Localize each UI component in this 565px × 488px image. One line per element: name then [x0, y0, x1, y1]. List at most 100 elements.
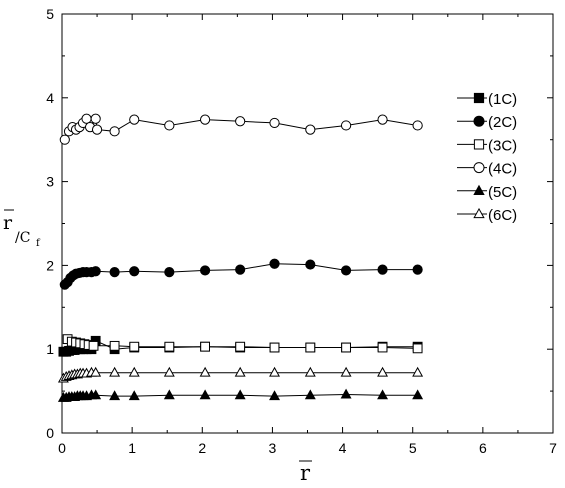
data-point	[234, 389, 246, 400]
legend-item: (6C)	[457, 207, 517, 224]
data-point	[304, 389, 316, 400]
y-tick-label: 5	[46, 6, 54, 22]
y-tick-label: 2	[46, 257, 54, 273]
data-point	[90, 366, 102, 377]
y-axis-title-subscript: f	[36, 238, 41, 249]
data-point	[90, 266, 101, 277]
data-point	[305, 124, 316, 135]
data-point	[340, 120, 352, 131]
y-tick-label: 4	[46, 90, 54, 106]
data-point	[269, 117, 280, 129]
data-point	[109, 126, 120, 137]
data-point	[234, 366, 246, 377]
data-point	[164, 267, 175, 278]
data-point	[377, 389, 389, 400]
legend-label: (5C)	[488, 184, 517, 201]
data-point	[269, 390, 281, 401]
series-5	[57, 388, 424, 402]
x-tick-label: 3	[269, 440, 277, 456]
data-point	[90, 113, 101, 124]
data-point	[129, 266, 140, 277]
legend-label: (4C)	[488, 161, 517, 178]
data-point	[164, 341, 175, 352]
y-tick-label: 3	[46, 174, 54, 190]
data-point	[109, 267, 120, 278]
data-point	[163, 366, 175, 377]
legend-marker	[473, 162, 485, 174]
series-6	[57, 366, 424, 383]
y-tick-label: 0	[46, 425, 54, 441]
data-point	[412, 343, 423, 354]
legend: (1C) (2C) (3C) (4C) (5C) (6C)	[457, 91, 517, 224]
data-point	[412, 366, 424, 377]
data-point	[88, 340, 99, 351]
x-tick-label: 7	[549, 440, 557, 456]
data-point	[304, 366, 316, 377]
data-point	[377, 114, 388, 125]
legend-item: (5C)	[457, 184, 517, 201]
axes: 0 1 2 3 4 5 6 7 0 1 2 3 4 5	[46, 6, 557, 456]
data-point	[109, 390, 121, 401]
data-point	[269, 258, 280, 269]
legend-item: (4C)	[457, 161, 517, 178]
data-series	[57, 113, 424, 402]
data-point	[412, 264, 423, 275]
legend-item: (3C)	[457, 137, 517, 154]
data-point	[305, 342, 316, 353]
x-tick-label: 2	[198, 440, 206, 456]
series-2	[59, 258, 423, 290]
series-3	[62, 334, 423, 354]
data-point	[200, 341, 210, 352]
data-point	[129, 341, 140, 352]
y-tick-label: 1	[46, 341, 54, 357]
legend-marker	[473, 207, 485, 219]
data-point	[377, 264, 388, 275]
x-tick-label: 0	[58, 440, 66, 456]
data-point	[412, 120, 423, 131]
data-point	[340, 265, 352, 276]
x-tick-label: 1	[128, 440, 136, 456]
legend-label: (6C)	[488, 207, 517, 224]
data-point	[340, 388, 352, 399]
data-point	[341, 342, 351, 353]
y-axis-title: r /C f	[3, 209, 41, 249]
x-tick-label: 5	[409, 440, 417, 456]
data-point	[164, 120, 175, 131]
series-4	[59, 113, 423, 145]
legend-marker	[473, 92, 485, 104]
data-point	[59, 134, 70, 145]
data-point	[235, 116, 246, 127]
data-point	[199, 114, 211, 125]
legend-marker	[473, 139, 485, 150]
data-point	[128, 366, 140, 377]
data-point	[269, 342, 280, 353]
y-axis-title-main: r	[3, 212, 13, 234]
data-point	[81, 113, 92, 124]
data-point	[199, 389, 211, 400]
data-point	[109, 366, 121, 377]
legend-marker	[473, 184, 485, 195]
x-axis-title-main: r	[300, 461, 311, 485]
data-point	[412, 389, 424, 400]
data-point	[340, 366, 352, 377]
data-point	[90, 389, 102, 400]
legend-item: (2C)	[457, 114, 517, 131]
x-axis-title: r	[299, 460, 312, 485]
legend-item: (1C)	[457, 91, 517, 108]
data-point	[377, 342, 388, 353]
data-point	[109, 340, 120, 351]
x-tick-label: 6	[479, 440, 487, 456]
data-point	[377, 366, 389, 377]
data-point	[235, 341, 246, 352]
data-point	[129, 114, 140, 125]
data-point	[163, 389, 175, 400]
legend-label: (3C)	[488, 137, 517, 154]
legend-label: (1C)	[488, 91, 517, 108]
data-point	[305, 259, 316, 270]
data-point	[235, 264, 246, 275]
data-point	[199, 366, 211, 377]
legend-marker	[473, 115, 485, 127]
data-point	[128, 390, 140, 401]
legend-label: (2C)	[488, 114, 517, 131]
